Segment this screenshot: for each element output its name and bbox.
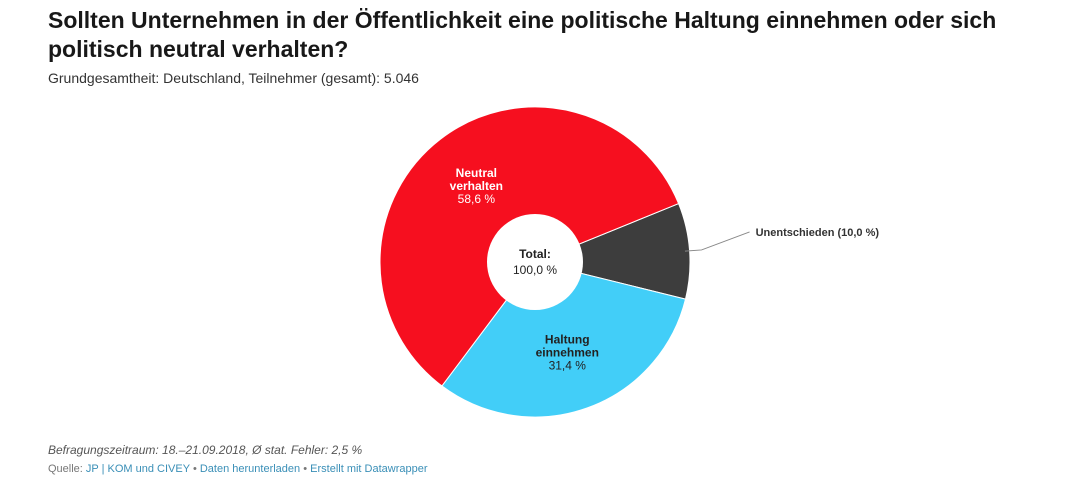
donut-hole (487, 214, 583, 310)
chart-notes: Befragungszeitraum: 18.–21.09.2018, Ø st… (48, 443, 363, 457)
leader-line (684, 231, 750, 252)
slice-haltung-einnehmen[interactable] (441, 261, 687, 418)
source-link[interactable]: JP | KOM und CIVEY (85, 463, 190, 475)
download-data-link[interactable]: Daten herunterladen (199, 463, 301, 475)
separator: • (303, 463, 308, 475)
separator: • (192, 463, 197, 475)
chart-subtitle: Grundgesamtheit: Deutschland, Teilnehmer… (48, 70, 419, 86)
center-label-value: 100,0 % (513, 263, 557, 277)
source-prefix: Quelle: (48, 463, 83, 475)
center-label-title: Total: (519, 247, 551, 261)
datawrapper-link[interactable]: Erstellt mit Datawrapper (310, 463, 428, 475)
source-line: Quelle: JP | KOM und CIVEY • Daten herun… (48, 463, 428, 475)
slice-label-haltung-einnehmen: Haltung einnehmen 31,4 % (536, 333, 599, 373)
slice-label-neutral-verhalten: Neutral verhalten 58,6 % (450, 166, 503, 206)
chart-title: Sollten Unternehmen in der Öffentlichkei… (48, 7, 997, 62)
slice-labels: Unentschieden (10,0 %) Haltung einnehmen 31… (450, 166, 880, 373)
slice-label-unentschieden: Unentschieden (10,0 %) (756, 227, 880, 239)
